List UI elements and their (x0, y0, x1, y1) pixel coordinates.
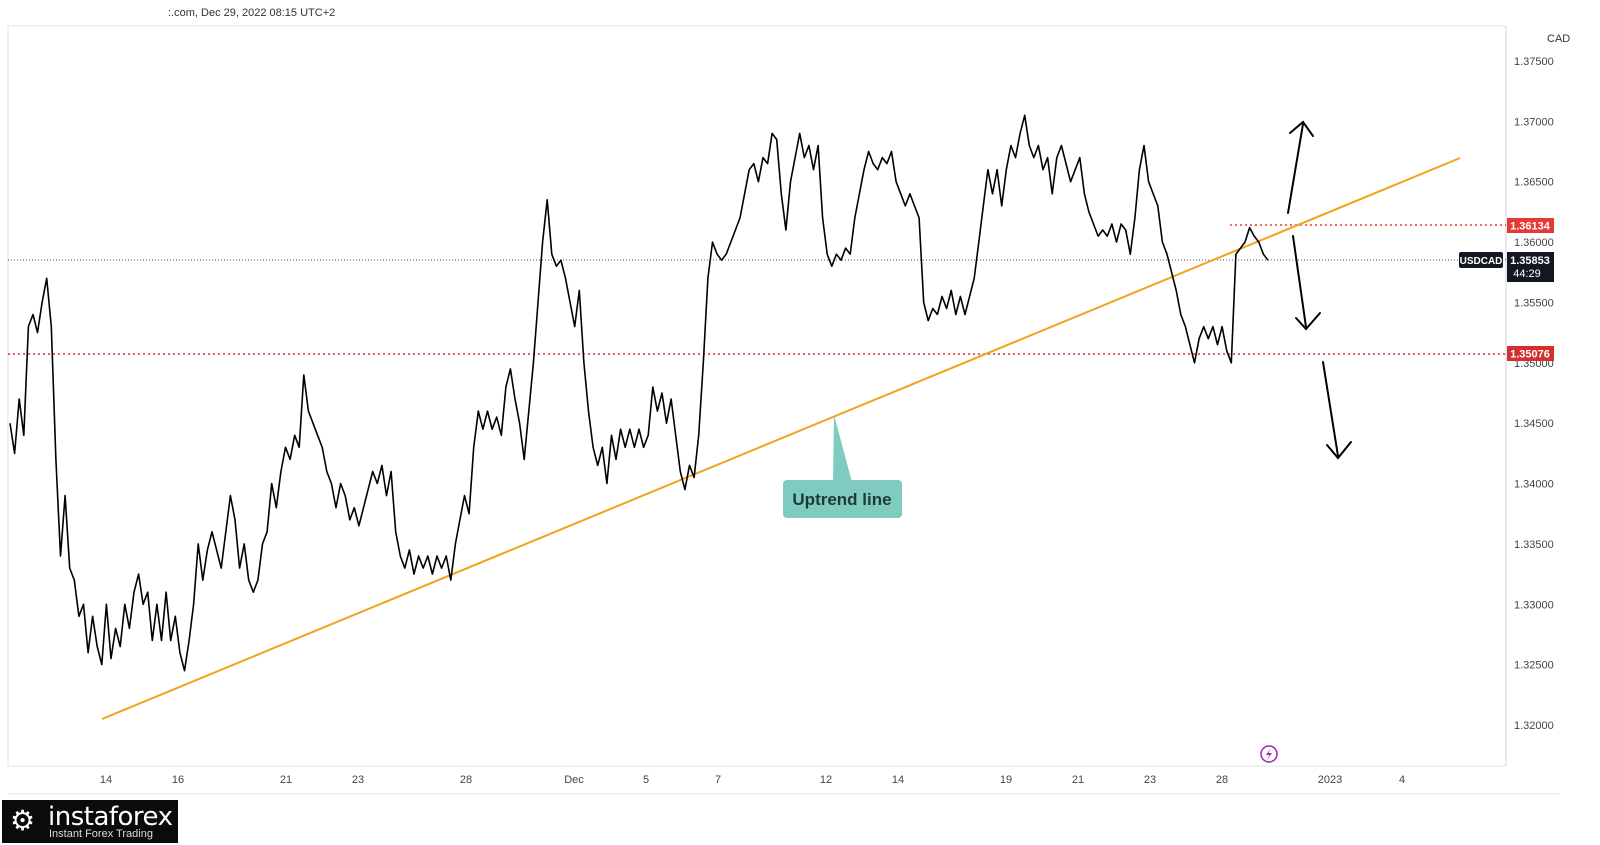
arrow-down-head (1295, 312, 1321, 331)
price-tick-label: 1.33500 (1514, 539, 1554, 551)
time-tick-label: 4 (1399, 774, 1405, 786)
logo-gear-icon: ⚙ (10, 805, 36, 836)
time-tick-label: 21 (280, 774, 292, 786)
arrow-up-shaft (1287, 123, 1304, 214)
resistance-price-tag: 1.36134 (1507, 218, 1554, 233)
time-tick-label: 28 (460, 774, 472, 786)
price-tick-label: 1.37000 (1514, 116, 1554, 128)
time-tick-label: 28 (1216, 774, 1228, 786)
current-price-text: 1.35853 (1510, 255, 1550, 267)
time-tick-label: 7 (715, 774, 721, 786)
price-tick-label: 1.34500 (1514, 418, 1554, 430)
price-tick-label: 1.32500 (1514, 660, 1554, 672)
time-tick-label: 16 (172, 774, 184, 786)
price-tick-label: 1.32000 (1514, 720, 1554, 732)
support-price-tag: 1.35076 (1507, 346, 1554, 361)
time-tick-label: 12 (820, 774, 832, 786)
uptrend-line (101, 157, 1461, 720)
price-tick-label: 1.35500 (1514, 297, 1554, 309)
price-tick-label: 1.34000 (1514, 479, 1554, 491)
arrow-down-long-head (1326, 441, 1352, 460)
instaforex-logo: ⚙ instaforex Instant Forex Trading (2, 800, 178, 843)
symbol-tag-text: USDCAD (1460, 256, 1503, 267)
price-series-line (9, 114, 1269, 672)
scenario-arrows (1287, 120, 1352, 460)
time-tick-label: 23 (352, 774, 364, 786)
callout-pointer (833, 415, 852, 482)
price-tick-label: 1.36000 (1514, 237, 1554, 249)
bar-countdown-text: 44:29 (1513, 268, 1541, 280)
price-tick-label: 1.33000 (1514, 599, 1554, 611)
price-tick-label: 1.36500 (1514, 177, 1554, 189)
current-price-tag: 1.35853 44:29 (1507, 252, 1554, 282)
time-tick-label: 2023 (1318, 774, 1342, 786)
time-tick-label: 19 (1000, 774, 1012, 786)
time-tick-label: 14 (892, 774, 904, 786)
time-tick-label: 23 (1144, 774, 1156, 786)
arrow-up-head (1289, 120, 1314, 137)
logo-name: instaforex (48, 802, 173, 832)
time-tick-label: 21 (1072, 774, 1084, 786)
price-tick-label: 1.37500 (1514, 56, 1554, 68)
arrow-down-shaft (1292, 235, 1307, 328)
time-tick-label: Dec (564, 774, 584, 786)
logo-tagline: Instant Forex Trading (49, 828, 153, 840)
resistance-tag-text: 1.36134 (1510, 221, 1551, 233)
uptrend-callout: Uptrend line (783, 415, 902, 518)
time-tick-label: 5 (643, 774, 649, 786)
event-marker-icon[interactable] (1260, 745, 1278, 763)
time-tick-label: 14 (100, 774, 112, 786)
support-tag-text: 1.35076 (1510, 349, 1550, 361)
callout-text: Uptrend line (792, 490, 891, 509)
price-axis-ticks: 1.375001.370001.365001.360001.355001.350… (1514, 56, 1554, 732)
callout-box (783, 480, 902, 518)
arrow-down-long-shaft (1322, 361, 1339, 457)
symbol-tag: USDCAD (1459, 252, 1503, 268)
chart-header: :.com, Dec 29, 2022 08:15 UTC+2 (168, 7, 336, 19)
time-axis-ticks: 14 16 21 23 28 Dec 5 7 12 14 19 21 23 28 2023 4 (100, 774, 1405, 786)
axis-currency-label: CAD (1547, 33, 1571, 45)
